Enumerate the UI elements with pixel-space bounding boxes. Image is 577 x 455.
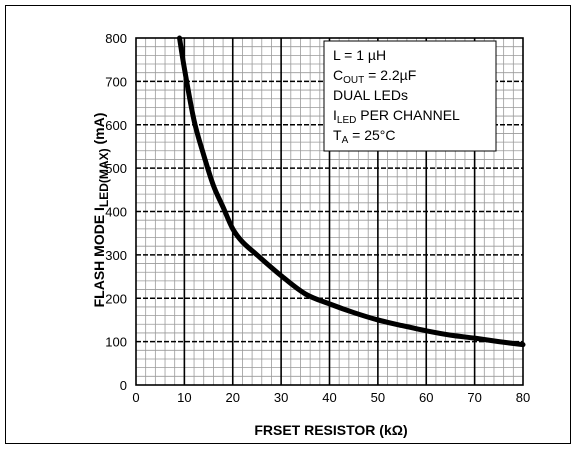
x-tick-label: 60 <box>419 390 433 405</box>
y-axis-title-sub: LED(MAX) <box>97 148 111 207</box>
annotation-main: C <box>333 67 343 83</box>
annotation-line: TA = 25°C <box>333 127 395 146</box>
annotation-line: L = 1 µH <box>333 47 386 63</box>
annotation-main: L = 1 µH <box>333 47 386 63</box>
x-tick-label: 20 <box>226 390 240 405</box>
y-tick-label: 800 <box>105 31 127 46</box>
x-tick-label: 40 <box>322 390 336 405</box>
plot-border <box>135 37 524 386</box>
x-tick-label: 0 <box>132 390 139 405</box>
y-tick-label: 300 <box>105 248 127 263</box>
annotation-line: COUT = 2.2µF <box>333 67 416 86</box>
annotation-tail: PER CHANNEL <box>356 107 460 123</box>
y-tick-label: 600 <box>105 118 127 133</box>
annotation-line: ILED PER CHANNEL <box>333 107 460 126</box>
annotation-tail: = 2.2µF <box>364 67 416 83</box>
annotation-subscript: A <box>342 135 349 146</box>
annotation-subscript: OUT <box>343 75 364 86</box>
y-axis-title-unit: (mA) <box>91 113 107 149</box>
y-axis-title-main: FLASH MODE I <box>91 207 107 307</box>
tick-layer: 0 10 20 30 40 50 60 70 8001002003004005006007008… <box>105 31 530 405</box>
annotation-main: T <box>333 127 342 143</box>
y-tick-label: 200 <box>105 291 127 306</box>
x-tick-label: 80 <box>516 390 530 405</box>
annotation-main: DUAL LEDs <box>333 87 408 103</box>
annotation-line: DUAL LEDs <box>333 87 408 103</box>
y-tick-label: 400 <box>105 205 127 220</box>
annotation-box <box>323 40 497 152</box>
x-axis-title: FRSET RESISTOR (kΩ) <box>254 422 407 438</box>
annotation-tail: = 25°C <box>348 127 395 143</box>
y-tick-label: 700 <box>105 74 127 89</box>
curve-layer <box>177 35 526 348</box>
y-tick-label: 0 <box>120 378 127 393</box>
y-tick-label: 100 <box>105 335 127 350</box>
x-tick-label: 30 <box>274 390 288 405</box>
annotation-subscript: LED <box>337 115 356 126</box>
x-tick-label: 70 <box>467 390 481 405</box>
y-tick-label: 500 <box>105 161 127 176</box>
y-axis-title: FLASH MODE ILED(MAX) (mA) <box>91 113 111 308</box>
x-tick-label: 10 <box>177 390 191 405</box>
series-line <box>177 35 526 348</box>
annotation-main: I <box>333 107 337 123</box>
outer-border <box>5 5 571 444</box>
x-tick-label: 50 <box>371 390 385 405</box>
